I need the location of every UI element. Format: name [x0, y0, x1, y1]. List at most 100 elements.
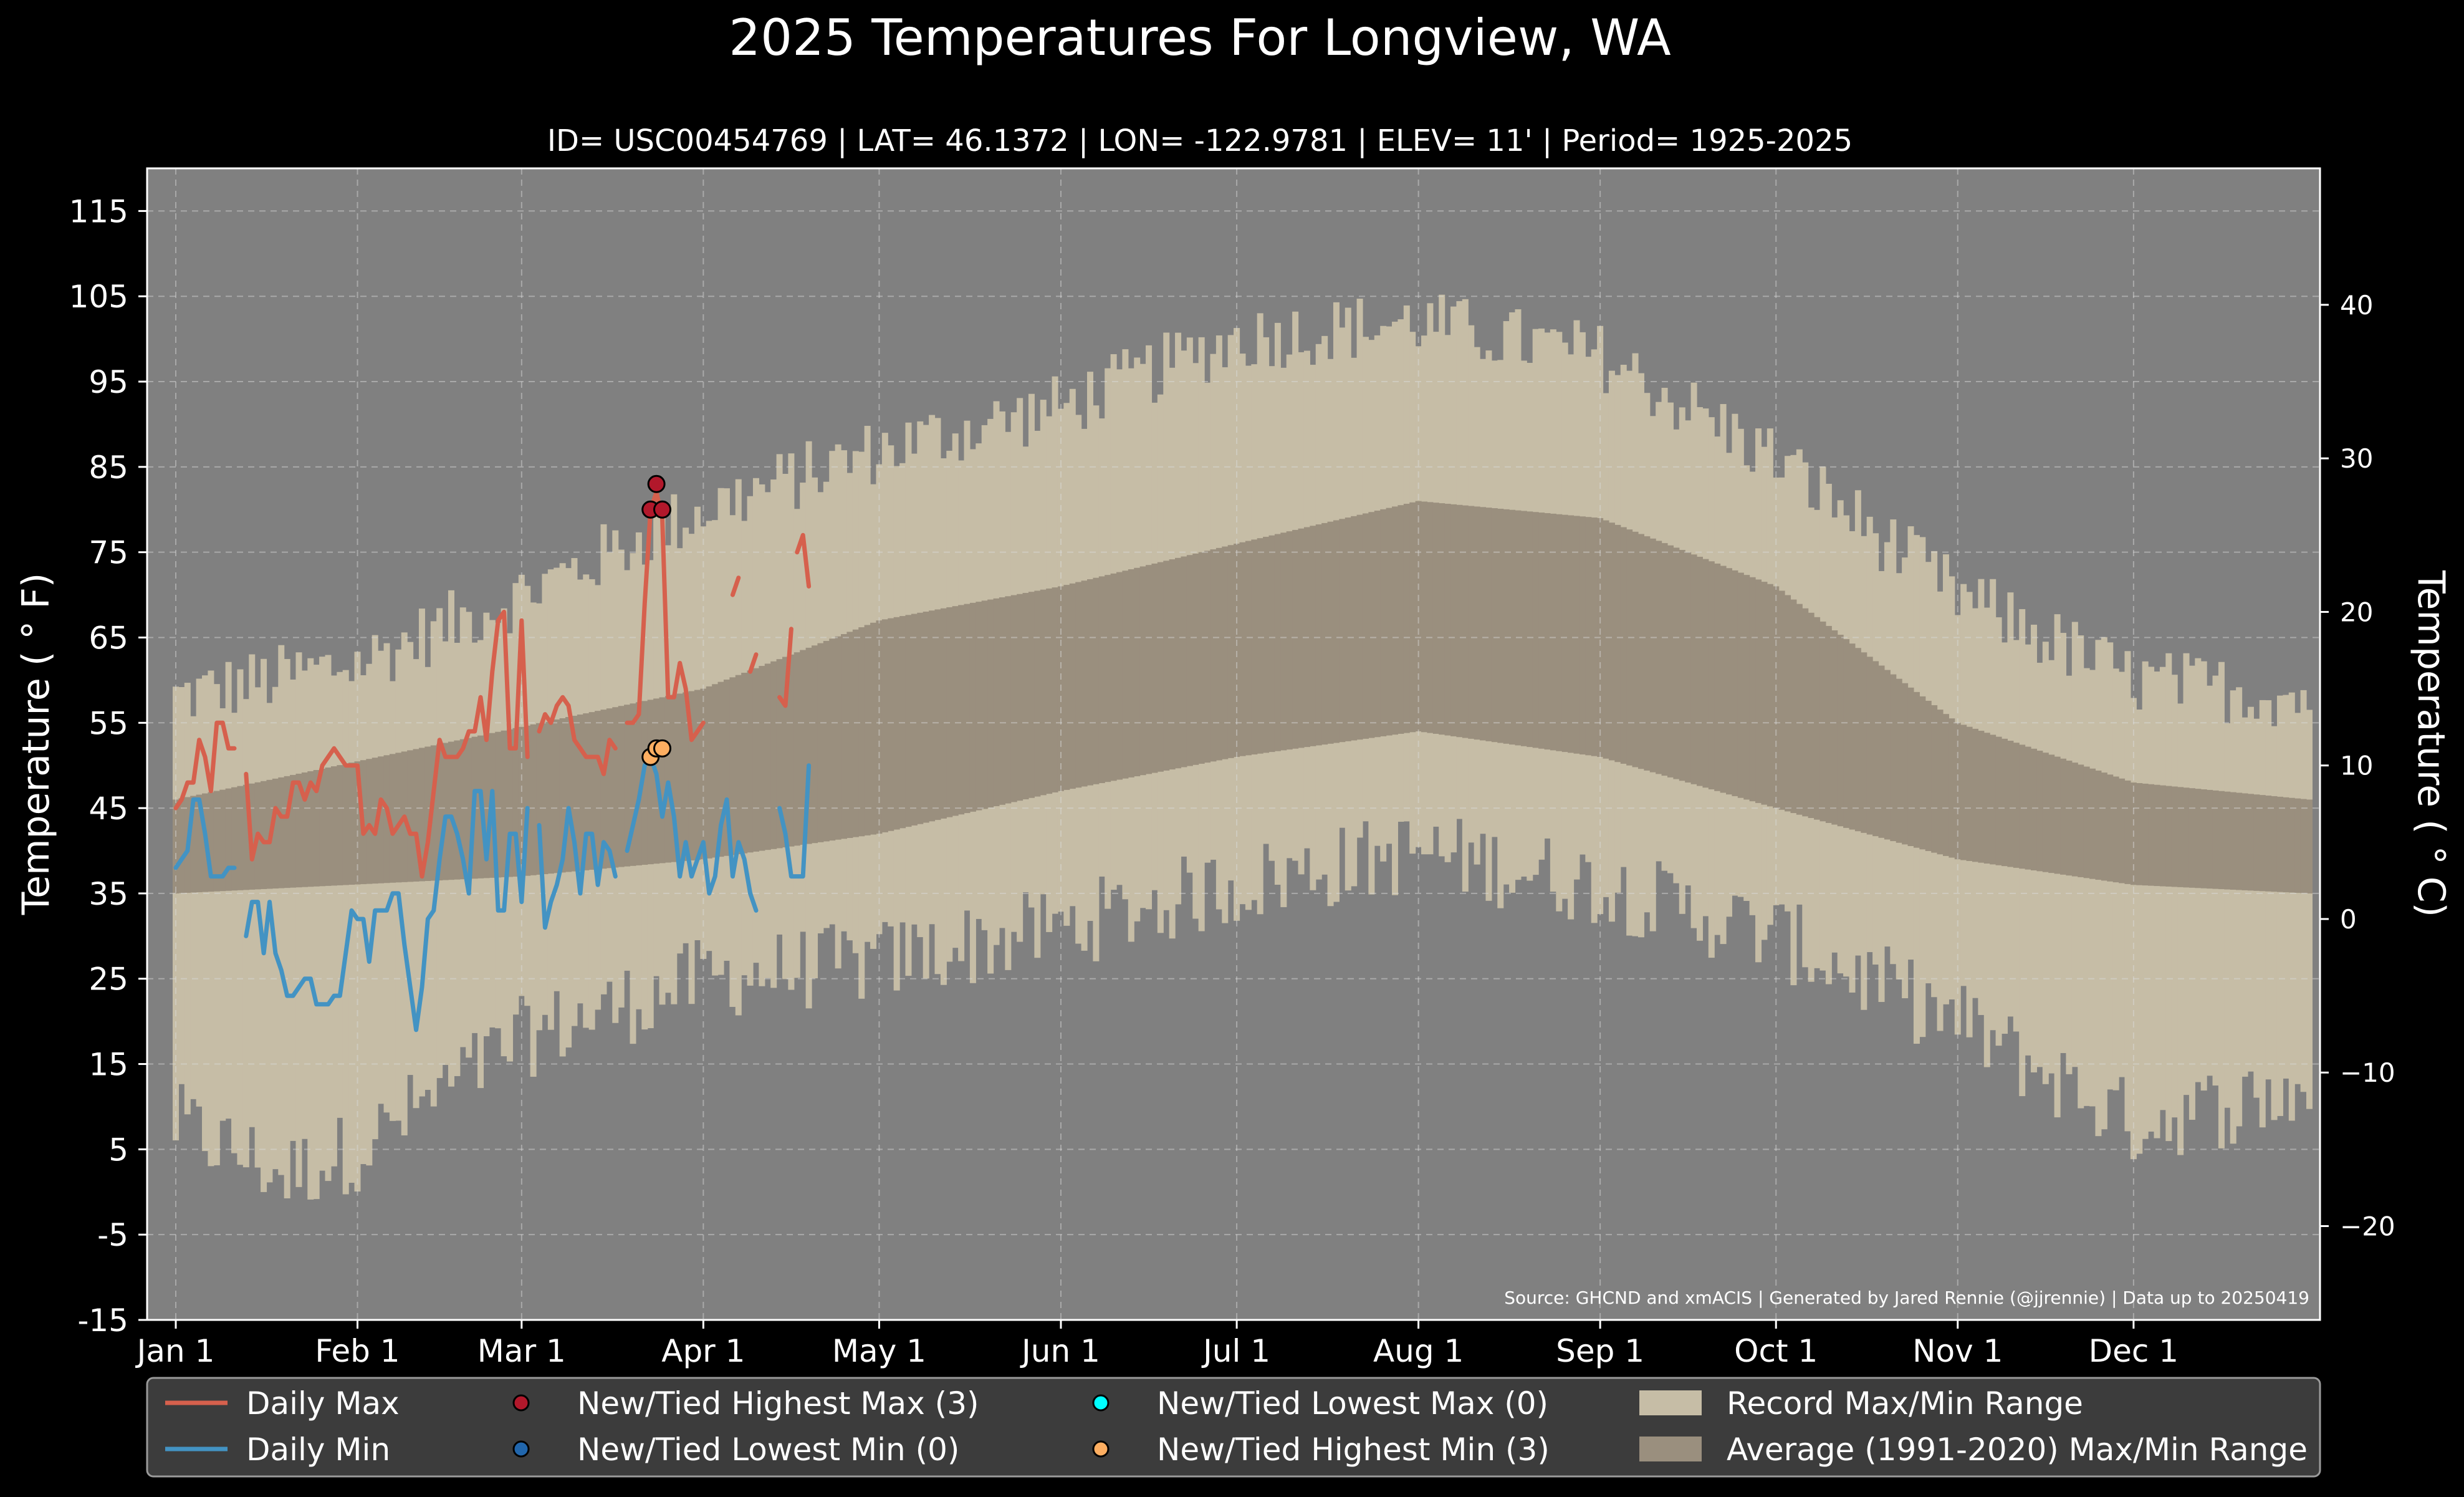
average-bar-day-68	[565, 717, 572, 872]
average-bar-day-134	[952, 606, 959, 816]
average-bar-day-338	[2148, 784, 2155, 886]
average-bar-day-126	[905, 615, 912, 827]
average-range-bars	[172, 501, 2313, 893]
average-bar-day-247	[1614, 524, 1621, 763]
average-bar-day-169	[1157, 562, 1164, 772]
average-bar-day-97	[735, 675, 742, 854]
average-bar-day-49	[454, 740, 461, 880]
average-bar-day-67	[559, 718, 566, 873]
average-bar-day-158	[1093, 577, 1100, 784]
average-bar-day-187	[1263, 536, 1270, 753]
record-markers	[641, 474, 672, 766]
average-bar-day-359	[2271, 796, 2278, 892]
average-bar-day-227	[1497, 508, 1504, 743]
legend-dot-3	[512, 1440, 530, 1458]
average-bar-day-334	[2124, 780, 2131, 884]
average-bar-day-120	[870, 622, 877, 835]
legend-dot-2	[512, 1394, 530, 1412]
average-bar-day-200	[1339, 519, 1346, 743]
average-bar-day-172	[1175, 557, 1182, 769]
average-bar-day-242	[1585, 517, 1592, 756]
average-bar-day-177	[1204, 551, 1211, 763]
average-bar-day-61	[524, 725, 531, 876]
record-bar-day-42	[413, 659, 419, 1109]
average-bar-day-355	[2247, 794, 2254, 891]
average-bar-day-190	[1280, 532, 1287, 751]
average-bar-day-210	[1397, 505, 1404, 734]
record-bar-day-35	[372, 635, 378, 1140]
record-bar-day-17	[266, 703, 273, 1183]
average-bar-day-219	[1450, 504, 1457, 736]
record-bar-day-338	[2148, 667, 2155, 1132]
record-bar-day-6	[202, 675, 209, 1152]
record-bar-day-9	[219, 708, 226, 1121]
average-bar-day-312	[1995, 736, 2002, 865]
average-bar-day-117	[852, 629, 859, 837]
average-bar-day-272	[1761, 582, 1768, 805]
average-bar-day-289	[1861, 652, 1867, 833]
average-bar-day-137	[969, 602, 976, 812]
x-tick-label-1: Feb 1	[315, 1333, 400, 1369]
average-bar-day-95	[723, 679, 730, 856]
y-right-tick-label-0: 0	[2340, 904, 2357, 935]
average-bar-day-239	[1568, 515, 1575, 753]
average-bar-day-265	[1720, 566, 1727, 793]
average-bar-day-311	[1990, 734, 1997, 865]
average-bar-day-254	[1656, 541, 1662, 774]
average-bar-day-299	[1919, 696, 1926, 850]
average-bar-day-191	[1286, 531, 1293, 750]
average-bar-day-229	[1509, 509, 1516, 745]
x-axis: Jan 1 Feb 1 Mar 1 Apr 1 May 1 Jun 1 Jul 1 Aug 1…	[135, 1320, 2179, 1369]
average-bar-day-317	[2025, 746, 2031, 870]
legend-label-7: Average (1991-2020) Max/Min Range	[1727, 1432, 2308, 1468]
average-bar-day-346	[2195, 789, 2202, 888]
average-bar-day-127	[911, 614, 918, 826]
average-bar-day-123	[888, 618, 894, 831]
record-bar-day-32	[354, 652, 361, 1192]
record-bar-day-4	[190, 716, 197, 1099]
average-bar-day-84	[659, 697, 666, 864]
average-bar-day-214	[1421, 501, 1428, 733]
average-bar-day-79	[630, 703, 636, 866]
record-bar-day-357	[2259, 700, 2266, 1128]
record-bar-day-342	[2171, 675, 2178, 1118]
average-bar-day-106	[788, 654, 795, 847]
average-bar-day-41	[407, 750, 414, 882]
average-bar-day-255	[1661, 543, 1668, 776]
legend-dot-4	[1092, 1394, 1110, 1412]
y-tick-label-75: 75	[89, 535, 128, 571]
average-bar-day-269	[1743, 575, 1750, 800]
average-bar-day-274	[1773, 586, 1780, 809]
average-bar-day-282	[1819, 621, 1826, 822]
average-bar-day-87	[676, 693, 683, 862]
y-axis-label-left: Temperature ( ° F)	[14, 573, 58, 916]
average-bar-day-29	[337, 765, 343, 885]
average-bar-day-198	[1327, 521, 1334, 744]
average-bar-day-185	[1251, 539, 1258, 755]
average-bar-day-116	[846, 632, 853, 838]
average-bar-day-257	[1673, 547, 1680, 779]
average-bar-day-259	[1685, 552, 1692, 783]
average-bar-day-2	[178, 798, 185, 893]
average-bar-day-119	[864, 625, 871, 835]
average-bar-day-223	[1474, 506, 1480, 740]
x-tick-label-0: Jan 1	[135, 1333, 215, 1369]
average-bar-day-104	[776, 659, 783, 849]
average-bar-day-152	[1057, 586, 1064, 791]
record-bar-day-336	[2136, 710, 2143, 1154]
average-bar-day-140	[987, 599, 994, 808]
average-bar-day-209	[1391, 506, 1399, 735]
average-bar-day-105	[782, 657, 789, 848]
average-bar-day-54	[483, 734, 490, 878]
record-bar-day-16	[261, 658, 267, 1192]
average-bar-day-88	[683, 692, 689, 861]
average-bar-day-78	[624, 705, 631, 867]
average-bar-day-121	[876, 620, 883, 834]
average-bar-day-62	[530, 724, 537, 875]
average-bar-day-365	[2306, 799, 2313, 893]
record-bar-day-40	[401, 632, 408, 1136]
average-bar-day-228	[1503, 509, 1510, 744]
x-tick-label-2: Mar 1	[477, 1333, 566, 1369]
average-bar-day-233	[1532, 512, 1539, 748]
